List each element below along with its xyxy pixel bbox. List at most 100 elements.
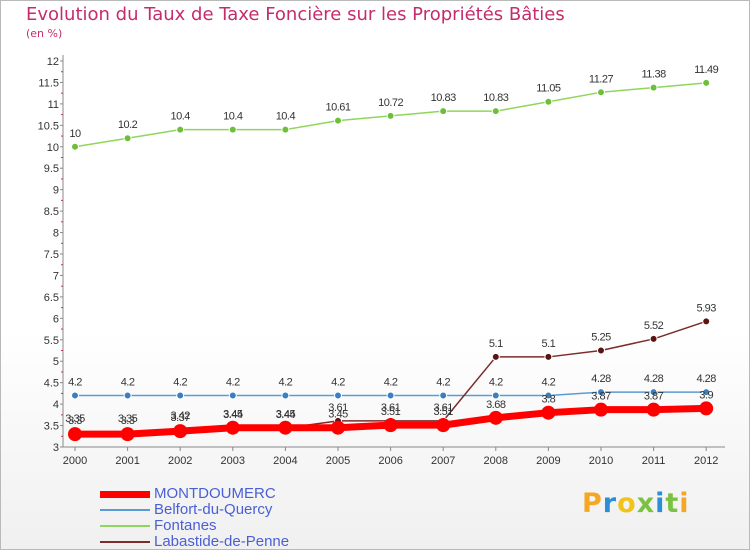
data-point [71, 142, 79, 151]
data-label: 3.61 [381, 402, 401, 414]
x-tick-label: 2007 [431, 455, 455, 467]
data-point [544, 352, 553, 361]
data-label: 4.2 [436, 377, 450, 389]
data-point [386, 111, 395, 120]
legend-item: Labastide-de-Penne [100, 534, 360, 550]
data-label: 4.2 [226, 377, 240, 389]
data-point [491, 107, 500, 116]
y-tick-label: 12 [47, 56, 59, 68]
data-label: 10.4 [276, 111, 296, 123]
legend-swatch [100, 509, 150, 511]
y-tick-label: 6.5 [44, 292, 59, 304]
data-label: 3.3 [121, 415, 135, 427]
data-point [281, 125, 290, 134]
data-label: 10.83 [483, 92, 508, 104]
x-tick-label: 2009 [536, 455, 560, 467]
data-label: 3.9 [699, 389, 713, 401]
data-point [597, 346, 605, 355]
data-label: 3.51 [381, 406, 401, 418]
y-tick-label: 8 [53, 228, 59, 240]
logo-letter: o [617, 488, 637, 519]
data-point [544, 391, 553, 400]
logo-letter: x [636, 488, 656, 519]
chart-subtitle: (en %) [26, 27, 63, 40]
data-label: 5.93 [696, 302, 716, 314]
legend-swatch [100, 525, 150, 527]
data-label: 10.61 [325, 102, 350, 114]
logo-letter: P [582, 488, 603, 519]
data-point [228, 125, 237, 134]
data-point [491, 352, 500, 361]
data-point [281, 391, 290, 400]
x-tick-label: 2006 [378, 455, 402, 467]
data-point [386, 391, 395, 400]
logo-letter: r [602, 488, 618, 519]
data-label: 4.2 [68, 377, 82, 389]
data-point [702, 78, 711, 87]
legend-item: Belfort-du-Quercy [100, 502, 360, 518]
y-tick-label: 3 [53, 442, 59, 454]
x-tick-label: 2011 [642, 455, 666, 467]
y-tick-label: 3.5 [44, 421, 59, 433]
y-tick-label: 8.5 [44, 206, 59, 218]
logo-letter: t [665, 488, 680, 519]
data-label: 3.8 [542, 394, 556, 406]
data-label: 11.38 [641, 69, 666, 81]
data-point [597, 88, 605, 97]
data-label: 10 [69, 128, 81, 140]
legend-label: MONTDOUMERC [154, 485, 276, 502]
data-label: 3.35 [118, 413, 138, 425]
x-tick-label: 2005 [326, 455, 350, 467]
legend-item: Fontanes [100, 518, 360, 534]
y-tick-label: 10 [47, 142, 59, 154]
data-point [439, 107, 448, 116]
data-label: 5.25 [591, 332, 611, 344]
y-tick-label: 10.5 [38, 120, 59, 132]
data-point [173, 424, 188, 439]
data-label: 3.42 [170, 410, 190, 422]
data-label: 5.1 [489, 338, 503, 350]
data-point [331, 420, 345, 435]
data-point [597, 388, 605, 397]
proxiti-logo: Proxiti [582, 488, 690, 519]
y-tick-label: 11 [48, 99, 59, 111]
data-label: 3.37 [170, 412, 190, 424]
data-point [383, 418, 398, 433]
data-label: 3.51 [433, 406, 453, 418]
logo-letter: i [655, 488, 666, 519]
data-label: 11.49 [694, 64, 719, 76]
data-label: 10.4 [223, 111, 243, 123]
data-label: 3.68 [486, 399, 506, 411]
y-tick-label: 4 [53, 399, 59, 411]
data-point [649, 388, 658, 397]
x-tick-label: 2002 [168, 455, 192, 467]
data-point [120, 427, 135, 442]
y-tick-label: 9 [53, 185, 59, 197]
data-label: 3.61 [433, 402, 453, 414]
data-label: 5.1 [542, 338, 556, 350]
data-point [699, 401, 714, 416]
data-point [176, 391, 185, 400]
data-point [228, 391, 237, 400]
data-point [491, 391, 500, 400]
data-label: 10.72 [378, 97, 403, 109]
x-tick-label: 2001 [115, 455, 139, 467]
data-point [702, 317, 711, 326]
x-tick-label: 2010 [589, 455, 613, 467]
data-label: 4.2 [331, 377, 345, 389]
legend-label: Fontanes [154, 517, 217, 534]
data-label: 3.44 [276, 409, 296, 421]
data-label: 3.44 [223, 409, 243, 421]
data-label: 4.2 [384, 377, 398, 389]
data-point [176, 125, 185, 134]
legend-item: MONTDOUMERC [100, 486, 360, 502]
data-point [702, 388, 711, 397]
data-label: 10.4 [170, 111, 190, 123]
data-label: 3.35 [65, 413, 85, 425]
data-label: 4.2 [173, 377, 187, 389]
data-label: 4.2 [489, 377, 503, 389]
data-point [123, 391, 132, 400]
data-point [439, 391, 448, 400]
